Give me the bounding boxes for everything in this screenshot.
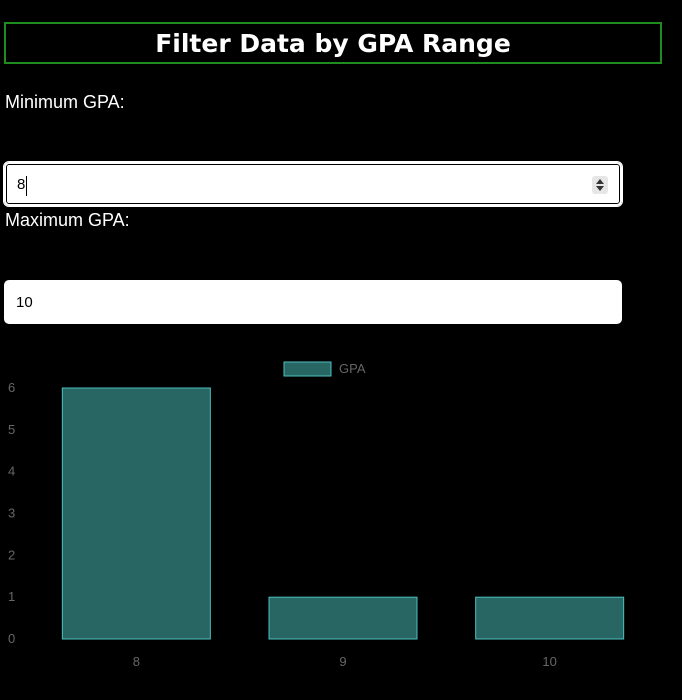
stepper-up-icon[interactable]: [596, 179, 604, 184]
page-title: Filter Data by GPA Range: [155, 28, 511, 58]
x-tick-label: 8: [133, 654, 140, 669]
legend-swatch: [283, 361, 332, 377]
bar: [61, 387, 211, 640]
legend-label: GPA: [339, 361, 366, 376]
y-tick-label: 4: [8, 464, 15, 479]
max-gpa-input[interactable]: [4, 280, 622, 324]
gpa-bar-chart: GPA 0 1 2 3 4 5 6 8 9 10: [8, 361, 625, 669]
bar: [268, 596, 418, 640]
y-tick-label: 2: [8, 547, 15, 562]
y-tick-label: 5: [8, 422, 15, 437]
y-tick-label: 6: [8, 380, 15, 395]
x-tick-label: 9: [339, 654, 346, 669]
min-gpa-label: Minimum GPA:: [5, 92, 125, 112]
min-gpa-input[interactable]: [6, 164, 620, 204]
max-gpa-label: Maximum GPA:: [5, 210, 130, 230]
y-tick-label: 0: [8, 631, 15, 646]
y-tick-label: 3: [8, 506, 15, 521]
y-tick-label: 1: [8, 589, 15, 604]
stepper-down-icon[interactable]: [596, 186, 604, 191]
min-gpa-field[interactable]: [3, 161, 623, 207]
text-caret: [26, 176, 27, 196]
x-tick-label: 10: [542, 654, 556, 669]
max-gpa-field[interactable]: [4, 280, 622, 324]
bar: [475, 596, 625, 640]
title-box: Filter Data by GPA Range: [4, 22, 662, 64]
number-stepper[interactable]: [592, 176, 608, 194]
